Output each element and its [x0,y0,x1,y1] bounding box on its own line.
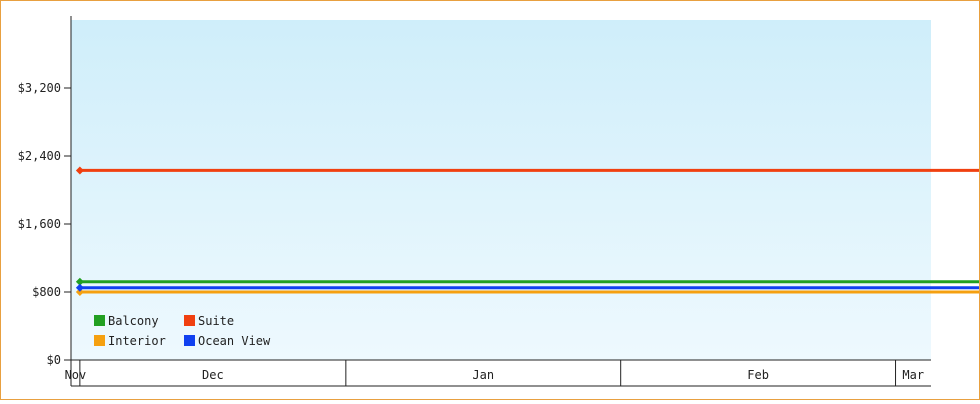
y-tick-label: $0 [47,353,61,367]
data-point [75,283,84,292]
legend-item: Interior [94,334,166,348]
legend-item: Suite [184,314,234,328]
x-tick-label: Dec [202,368,224,382]
series-suite [75,166,980,175]
data-point [75,288,84,296]
x-tick-label: Mar [902,368,924,382]
series-balcony [75,277,980,286]
plot-area [71,20,931,360]
series-ocean-view [75,283,980,292]
data-point [75,277,84,286]
x-tick-label: Feb [747,368,769,382]
legend-swatch [184,335,195,346]
legend-label: Balcony [108,314,159,328]
y-tick-label: $1,600 [18,217,61,231]
y-tick-label: $3,200 [18,81,61,95]
legend: Balcony Interior Suite Ocean View [94,314,271,348]
x-tick-label: Nov [65,368,87,382]
legend-label: Interior [108,334,166,348]
legend-label: Suite [198,314,234,328]
legend-item: Balcony [94,314,159,328]
x-tick-label: Jan [472,368,494,382]
legend-label: Ocean View [198,334,271,348]
legend-swatch [94,335,105,346]
legend-item: Ocean View [184,334,271,348]
legend-swatch [94,315,105,326]
data-point [75,166,84,175]
y-tick-label: $2,400 [18,149,61,163]
legend-swatch [184,315,195,326]
y-tick-label: $800 [32,285,61,299]
series-interior [75,288,980,296]
